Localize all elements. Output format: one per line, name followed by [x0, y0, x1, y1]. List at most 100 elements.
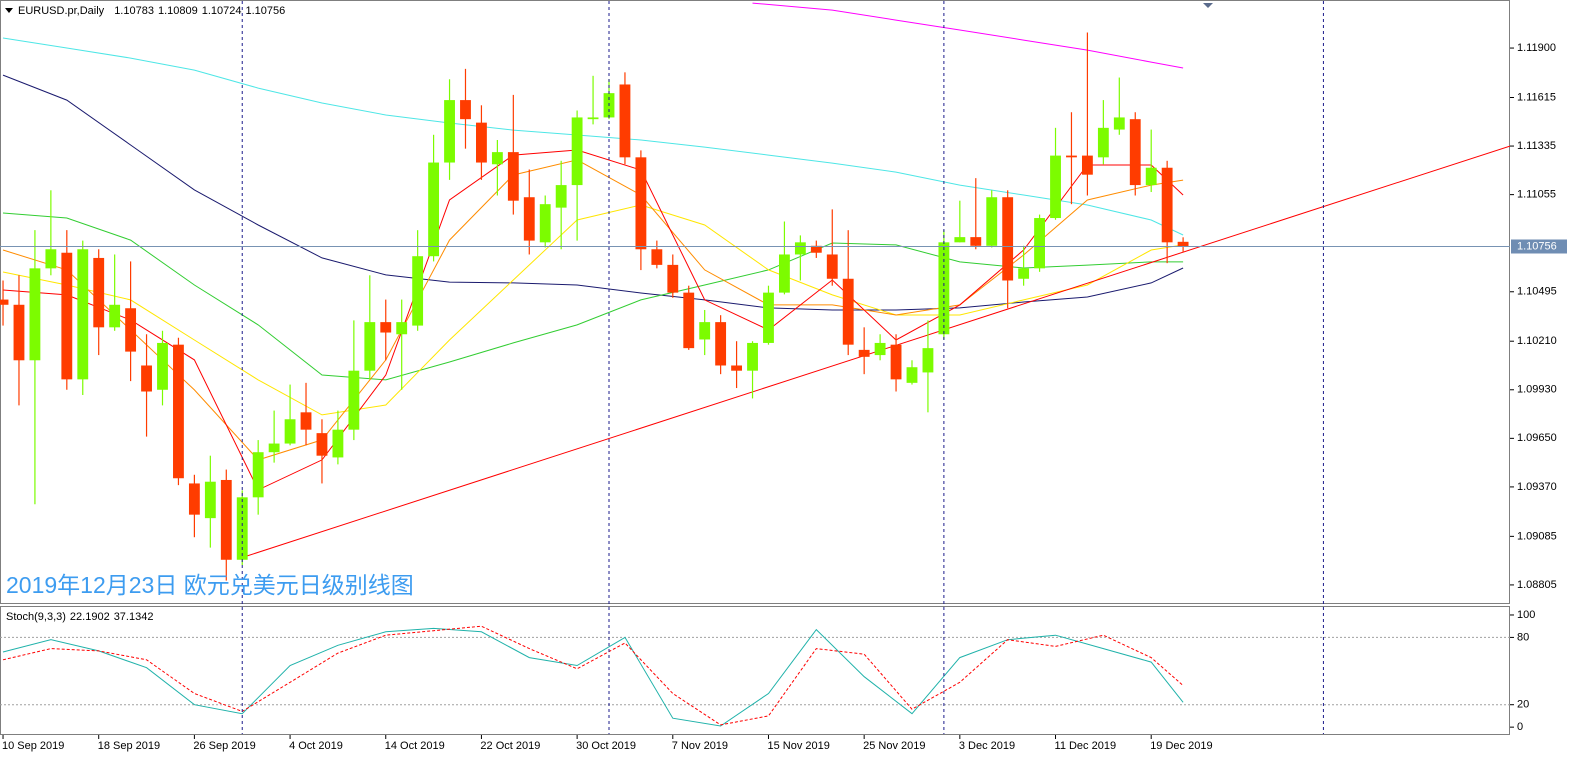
symbol: EURUSD.pr,Daily — [18, 5, 105, 17]
header-high: 1.10809 — [158, 5, 198, 17]
candle-body — [396, 322, 408, 335]
stoch-header: Stoch(9,3,3) 22.1902 37.1342 — [6, 611, 153, 623]
candle-body — [284, 419, 296, 444]
y-tick-label: 1.09370 — [1517, 481, 1557, 493]
candle-body — [507, 152, 519, 201]
candle-body — [635, 157, 647, 250]
y-tick-label: 0 — [1517, 721, 1523, 733]
candle-body — [125, 308, 137, 352]
watermark: 2019年12月23日 欧元兑美元日级别线图 — [6, 572, 414, 598]
candle-body — [316, 433, 328, 456]
candle-body — [491, 152, 503, 165]
candle-body — [571, 117, 583, 186]
y-tick-label: 1.10210 — [1517, 335, 1557, 347]
candle-body — [13, 304, 25, 361]
candle-body — [1018, 268, 1030, 279]
candle-body — [763, 292, 774, 343]
candle-body — [731, 365, 743, 371]
x-tick-label: 26 Sep 2019 — [193, 740, 255, 752]
candle-body — [890, 344, 902, 380]
candle-body — [1113, 117, 1125, 130]
candle-body — [842, 278, 854, 345]
candle-body — [93, 257, 105, 328]
x-tick-label: 22 Oct 2019 — [480, 740, 540, 752]
stoch-signal-value: 37.1342 — [114, 611, 154, 623]
candle-body — [460, 100, 471, 120]
candle-body — [45, 249, 57, 269]
y-tick-label: 1.10495 — [1517, 286, 1557, 298]
candle-body — [1081, 155, 1093, 175]
y-tick-label: 1.11055 — [1517, 189, 1556, 201]
y-tick-label: 100 — [1517, 609, 1535, 621]
stoch-title: Stoch(9,3,3) — [6, 611, 66, 623]
candle-body — [555, 185, 567, 208]
candle-body — [922, 348, 934, 373]
candle-body — [252, 452, 264, 498]
candle-body — [1097, 127, 1109, 158]
candle-body — [874, 342, 886, 356]
price-label-box — [1511, 239, 1567, 254]
candle-body — [141, 365, 152, 392]
candle-body — [1034, 218, 1045, 269]
x-tick-label: 11 Dec 2019 — [1055, 740, 1117, 752]
stoch-line — [2, 625, 1184, 726]
indicator-line — [752, 2, 1184, 69]
x-tick-label: 3 Dec 2019 — [959, 740, 1015, 752]
candle-body — [220, 479, 232, 560]
y-tick-label: 1.11900 — [1517, 42, 1556, 54]
candle-body — [157, 342, 168, 390]
candle-body — [1177, 241, 1189, 247]
candle-body — [938, 242, 950, 335]
main-plot — [0, 2, 1510, 581]
candle-body — [0, 299, 9, 305]
candle-body — [1050, 155, 1061, 219]
candle-body — [61, 252, 73, 380]
candle-body — [412, 256, 424, 326]
indicator-line — [2, 37, 1184, 236]
candle-body — [651, 249, 663, 265]
stoch-plot — [0, 625, 1510, 727]
x-tick-label: 25 Nov 2019 — [863, 740, 925, 752]
y-tick-label: 20 — [1517, 699, 1529, 711]
candle-body — [109, 304, 121, 328]
y-tick-label: 1.09650 — [1517, 432, 1557, 444]
y-tick-label: 1.08805 — [1517, 579, 1557, 591]
candle-body — [204, 481, 216, 519]
candle-body — [619, 84, 631, 158]
menu-arrow[interactable] — [5, 8, 13, 13]
stoch-main-value: 22.1902 — [70, 611, 110, 623]
candle-body — [300, 412, 312, 430]
candle-body — [667, 264, 679, 293]
candle-body — [1145, 167, 1157, 186]
candle-body — [1129, 119, 1141, 186]
candle-body — [428, 162, 440, 257]
x-tick-label: 15 Nov 2019 — [767, 740, 829, 752]
candle-body — [188, 483, 200, 515]
candle-body — [778, 254, 790, 293]
candle-body — [715, 322, 727, 366]
candle-body — [970, 237, 982, 246]
candle-body — [986, 197, 998, 246]
y-tick-label: 1.09930 — [1517, 384, 1557, 396]
price-label: 1.10756 — [1517, 240, 1557, 252]
x-tick-label: 14 Oct 2019 — [385, 740, 445, 752]
candle-body — [77, 249, 89, 380]
candle-body — [683, 292, 695, 349]
candle-body — [380, 322, 392, 333]
header-open: 1.10783 — [114, 5, 154, 17]
x-tick-label: 18 Sep 2019 — [98, 740, 160, 752]
candle-body — [173, 344, 184, 479]
y-tick-label: 1.09085 — [1517, 530, 1557, 542]
candle-body — [906, 367, 918, 383]
candle-body — [444, 100, 455, 163]
candle-body — [858, 349, 870, 357]
header-low: 1.10724 — [202, 5, 242, 17]
y-tick-label: 80 — [1517, 631, 1529, 643]
candle-body — [587, 117, 599, 120]
candle-body — [364, 322, 376, 371]
x-tick-label: 10 Sep 2019 — [2, 740, 64, 752]
x-tick-label: 4 Oct 2019 — [289, 740, 343, 752]
stoch-line — [2, 627, 1184, 727]
